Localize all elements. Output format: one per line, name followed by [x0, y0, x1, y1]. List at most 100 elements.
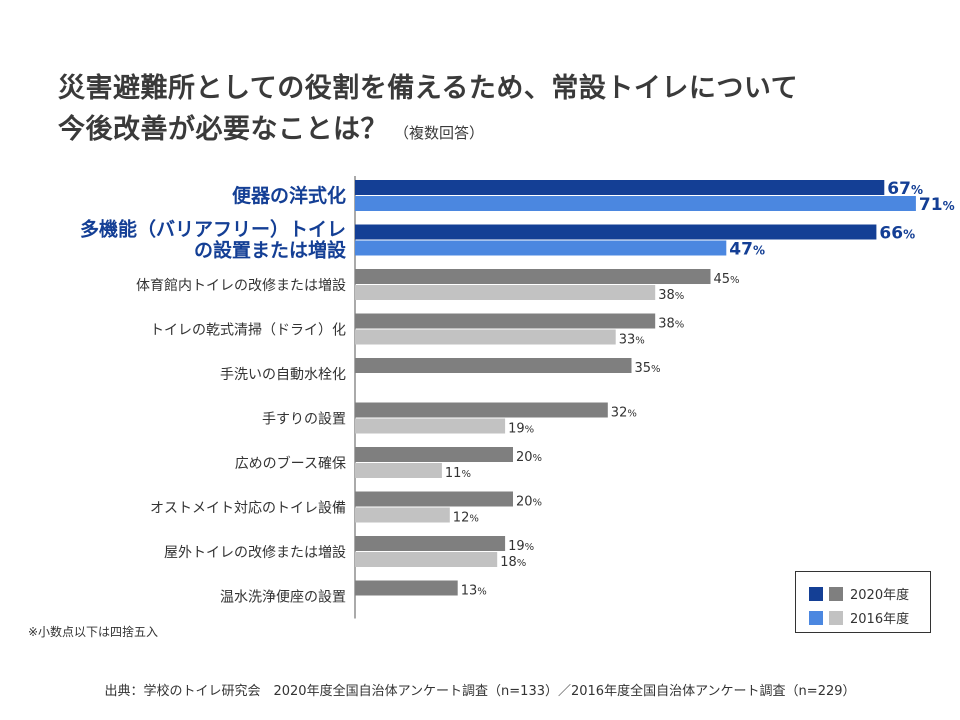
- data-label-unit: %: [525, 425, 535, 436]
- source-credit: 出典：学校のトイレ研究会 2020年度全国自治体アンケート調査（n=133）／2…: [104, 684, 856, 699]
- bar-2020: [355, 358, 632, 373]
- data-label-value: 45: [714, 272, 731, 287]
- legend-swatch-2016-normal: [829, 610, 843, 625]
- legend-item-2020: 2020年度: [809, 584, 909, 603]
- bar-2020: [355, 180, 885, 195]
- bar-2016: [355, 463, 442, 478]
- data-label-value: 20: [516, 495, 533, 510]
- title-question: 今後改善が必要なことは？: [58, 114, 388, 145]
- bar-2020: [355, 402, 608, 418]
- data-label: 67%: [887, 179, 923, 199]
- bar-2016: [355, 552, 498, 567]
- data-label-unit: %: [533, 498, 543, 509]
- bar-2020: [355, 447, 513, 462]
- bar-2020: [355, 224, 877, 240]
- bar-2020: [355, 313, 656, 329]
- data-label-value: 12: [453, 511, 470, 526]
- data-label: 38%: [658, 288, 684, 303]
- category-label: 手洗いの自動水栓化: [220, 367, 346, 383]
- legend-swatch-2020-normal: [829, 586, 843, 601]
- data-label-unit: %: [675, 291, 685, 302]
- bar-2016: [355, 329, 616, 345]
- data-label-unit: %: [675, 320, 685, 331]
- data-label-value: 13: [461, 584, 478, 599]
- data-label-unit: %: [635, 336, 645, 347]
- legend-label-2016: 2016年度: [850, 612, 910, 627]
- data-label: 38%: [658, 317, 684, 332]
- data-label-unit: %: [943, 199, 955, 213]
- data-label-unit: %: [533, 453, 543, 464]
- data-label-unit: %: [911, 183, 923, 197]
- bar-2020: [355, 491, 513, 507]
- data-label: 45%: [714, 272, 740, 287]
- data-label-unit: %: [461, 469, 471, 480]
- data-label-value: 19: [508, 422, 525, 437]
- category-label: オストメイト対応のトイレ設備: [150, 501, 346, 517]
- category-label: 多機能（バリアフリー）トイレの設置または増設: [80, 218, 347, 262]
- data-label-unit: %: [753, 244, 765, 258]
- data-label: 66%: [879, 224, 915, 244]
- category-label: 便器の洋式化: [232, 184, 346, 207]
- bar-2016: [355, 240, 727, 256]
- data-label-unit: %: [627, 409, 637, 420]
- data-label: 19%: [508, 422, 534, 437]
- bar-2016: [355, 196, 916, 211]
- bar-2020: [355, 580, 458, 596]
- data-label-value: 20: [516, 450, 533, 465]
- data-label: 35%: [635, 361, 661, 376]
- data-label: 20%: [516, 450, 542, 465]
- category-label: 体育館内トイレの改修または増設: [136, 277, 346, 294]
- category-label-line: の設置または増設: [194, 239, 347, 262]
- title-line-2: 今後改善が必要なことは？ （複数回答）: [58, 109, 938, 154]
- data-label-value: 11: [445, 466, 462, 481]
- data-label-value: 47: [729, 240, 753, 260]
- bar-2016: [355, 507, 450, 523]
- data-label-unit: %: [469, 514, 479, 525]
- data-label-value: 38: [658, 317, 675, 332]
- data-label: 71%: [919, 195, 955, 215]
- data-label: 19%: [508, 539, 534, 554]
- data-label: 18%: [500, 555, 526, 570]
- bar-2020: [355, 536, 506, 551]
- category-label: 手すりの設置: [262, 412, 346, 428]
- category-label: トイレの乾式清掃（ドライ）化: [150, 322, 346, 339]
- data-label-unit: %: [903, 228, 915, 242]
- data-label-unit: %: [517, 558, 527, 569]
- data-label-value: 18: [500, 555, 517, 570]
- legend-swatch-2016-highlight: [809, 610, 823, 625]
- title-qualifier: （複数回答）: [394, 124, 485, 142]
- data-label: 47%: [729, 240, 765, 260]
- data-label: 12%: [453, 511, 479, 526]
- data-label-unit: %: [477, 587, 487, 598]
- data-label-unit: %: [651, 364, 661, 375]
- data-label-value: 33: [619, 333, 636, 348]
- category-label: 温水洗浄便座の設置: [220, 590, 346, 606]
- data-label-unit: %: [730, 275, 740, 286]
- data-label-value: 32: [611, 406, 628, 421]
- title-line-1: 災害避難所としての役割を備えるため、常設トイレについて: [58, 73, 799, 104]
- bar-2020: [355, 269, 711, 284]
- data-label-value: 35: [635, 361, 652, 376]
- bar-2016: [355, 285, 656, 300]
- data-label-value: 38: [658, 288, 675, 303]
- data-label: 33%: [619, 333, 645, 348]
- data-label: 13%: [461, 584, 487, 599]
- category-label-line: 多機能（バリアフリー）トイレ: [80, 218, 346, 241]
- data-label-value: 71: [919, 195, 943, 215]
- legend-label-2020: 2020年度: [850, 588, 910, 603]
- data-label-value: 67: [887, 179, 911, 199]
- data-label-unit: %: [525, 542, 535, 553]
- data-label: 11%: [445, 466, 471, 481]
- data-label-value: 66: [879, 224, 903, 244]
- legend: 2020年度 2016年度: [795, 571, 931, 633]
- chart-title: 災害避難所としての役割を備えるため、常設トイレについて 今後改善が必要なことは？…: [58, 68, 938, 154]
- footnote: ※小数点以下は四捨五入: [28, 625, 159, 639]
- data-label: 32%: [611, 406, 637, 421]
- legend-item-2016: 2016年度: [809, 608, 909, 627]
- data-label: 20%: [516, 495, 542, 510]
- data-label-value: 19: [508, 539, 525, 554]
- category-label: 広めのブース確保: [235, 455, 346, 472]
- category-label: 屋外トイレの改修または増設: [164, 545, 346, 561]
- legend-swatch-2020-highlight: [809, 586, 823, 601]
